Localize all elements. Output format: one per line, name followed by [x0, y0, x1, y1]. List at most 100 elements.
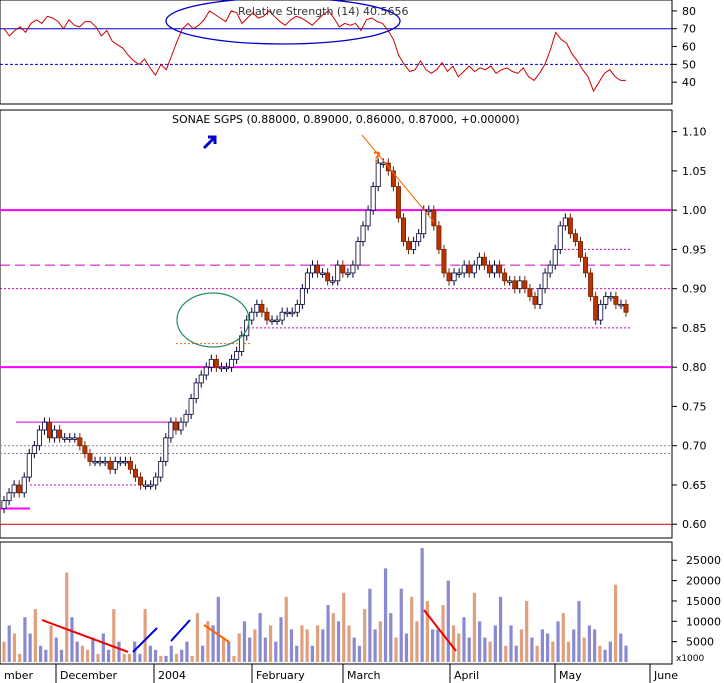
price-title: SONAE SGPS (0.88000, 0.89000, 0.86000, 0… — [172, 113, 520, 126]
candle-body — [400, 217, 406, 242]
candle-body — [380, 162, 386, 165]
volume-bar — [551, 641, 555, 662]
candle-body — [350, 264, 356, 274]
rsi-y-tick-label: 50 — [682, 58, 696, 71]
candle-body — [532, 296, 538, 305]
candle-body — [486, 264, 492, 274]
volume-bar — [91, 637, 95, 662]
volume-bar — [258, 613, 262, 662]
candle-body — [188, 398, 194, 415]
price-y-tick-label: 0.80 — [682, 361, 707, 374]
volume-bar — [363, 609, 367, 662]
candle-body — [284, 311, 290, 315]
price-y-tick-label: 1.10 — [682, 126, 707, 139]
volume-bar — [206, 621, 210, 662]
volume-bar — [201, 645, 205, 662]
volume-bar — [284, 596, 288, 662]
candle-body — [173, 421, 179, 431]
volume-bar — [383, 568, 388, 662]
candle-body — [441, 249, 447, 274]
volume-bar — [514, 645, 518, 662]
volume-bar — [509, 625, 513, 662]
candle-body — [47, 421, 53, 439]
candle-body — [481, 256, 487, 266]
axis-layer: 40 50 60 70 80 0.60 0.65 0.70 0.75 0.80 0.85 0.90 0.… — [4, 5, 721, 683]
candle-body — [117, 461, 123, 464]
volume-bar — [619, 633, 623, 662]
volume-bar — [545, 633, 550, 662]
consolidation-ellipse — [176, 292, 250, 348]
volume-bar — [117, 641, 121, 662]
volume-bar — [342, 592, 346, 662]
candle-body — [218, 366, 224, 370]
volume-bar — [106, 649, 111, 662]
candle-body — [421, 209, 427, 235]
volume-bar — [608, 641, 612, 662]
volume-bar — [498, 596, 503, 662]
volume-bar — [138, 653, 142, 662]
volume-bar — [347, 625, 351, 662]
volume-bar — [566, 641, 571, 662]
candle-body — [562, 217, 568, 227]
candle-body — [577, 241, 583, 258]
candle-body — [254, 303, 260, 313]
volume-bar — [49, 625, 53, 662]
candle-body — [471, 264, 477, 274]
rsi-y-tick-label: 40 — [682, 76, 696, 89]
volume-bar — [263, 637, 267, 662]
candle-body — [127, 461, 133, 470]
candle-body — [234, 351, 240, 360]
volume-bar — [436, 629, 440, 662]
price-y-tick-label: 0.95 — [682, 243, 707, 256]
candle-body — [289, 311, 295, 315]
rsi-y-tick-label: 60 — [682, 41, 696, 54]
candle-body — [92, 461, 98, 464]
volume-bar — [321, 629, 325, 662]
candle-body — [122, 461, 128, 464]
x-month-label: March — [347, 669, 381, 682]
volume-unit-label: x1000 — [676, 654, 705, 664]
candle-body — [52, 429, 58, 439]
candle-body — [461, 264, 467, 274]
candle-body — [304, 272, 310, 290]
candle-body — [522, 280, 528, 290]
volume-bar — [86, 649, 90, 662]
candle-body — [6, 492, 12, 502]
volume-bar — [70, 617, 74, 662]
volume-bar — [216, 596, 220, 662]
candle-body — [476, 256, 482, 266]
volume-bar — [143, 609, 147, 662]
rsi-layer — [0, 10, 672, 93]
volume-bar — [357, 645, 362, 662]
candle-body — [330, 280, 336, 283]
volume-bar — [525, 600, 529, 662]
candle-body — [451, 272, 457, 282]
rsi-title: Relative Strength (14) 40.5656 — [238, 5, 409, 18]
candle-body — [274, 319, 280, 322]
candle-body — [315, 264, 321, 274]
volume-bar — [415, 621, 419, 662]
volume-bar — [326, 605, 330, 662]
candle-body — [163, 437, 169, 462]
x-month-label: December — [60, 669, 118, 682]
candle-body — [411, 241, 417, 250]
candle-body — [502, 272, 508, 282]
price-y-tick-label: 0.85 — [682, 322, 707, 335]
volume-bar — [38, 645, 43, 662]
volume-bar — [572, 629, 576, 662]
volume-bar — [274, 641, 278, 662]
candle-body — [395, 186, 401, 219]
candle-body — [249, 311, 255, 321]
candle-body — [431, 209, 437, 227]
volume-bar — [368, 588, 372, 662]
candle-body — [542, 272, 548, 290]
candle-body — [153, 476, 159, 486]
candle-body — [1, 500, 7, 509]
volume-bar — [478, 621, 482, 662]
volume-bar — [305, 629, 309, 662]
volume-bar — [519, 629, 524, 662]
candle-body — [552, 249, 558, 266]
candle-body — [82, 445, 88, 454]
x-month-label: 2004 — [158, 669, 186, 682]
